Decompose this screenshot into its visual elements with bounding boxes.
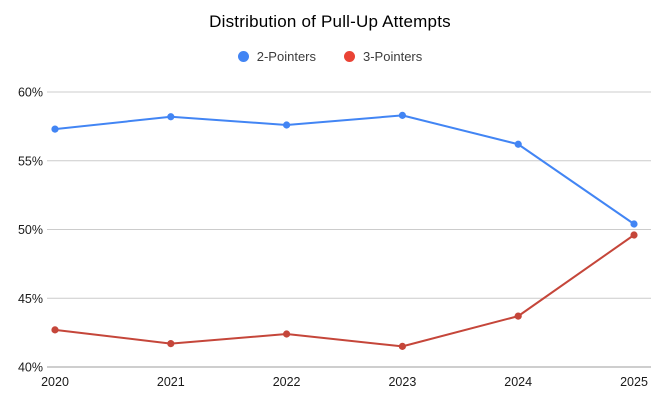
y-axis-tick-label: 40% [18,361,43,375]
y-axis-tick-label: 60% [18,86,43,100]
x-axis-tick-label: 2021 [157,375,185,389]
data-point-3-pointers-2020 [51,326,59,334]
data-point-2-pointers-2025 [630,220,638,228]
legend-label-2-pointers: 2-Pointers [256,49,316,64]
data-point-2-pointers-2023 [398,111,406,119]
x-axis-tick-label: 2024 [504,375,532,389]
legend-dot-red-icon [344,51,355,62]
y-axis-tick-label: 50% [18,223,43,237]
data-point-3-pointers-2021 [167,340,175,348]
data-point-2-pointers-2022 [283,121,291,129]
legend-dot-blue-icon [237,51,249,62]
data-point-2-pointers-2024 [514,140,522,148]
x-axis-tick-label: 2020 [41,375,69,389]
data-point-3-pointers-2024 [514,312,522,320]
series-line-3-pointers [54,234,635,348]
data-point-3-pointers-2025 [630,231,638,239]
legend-item-2-pointers: 2-Pointers [237,49,316,64]
data-point-3-pointers-2022 [283,330,291,338]
y-axis-tick-label: 55% [18,154,43,168]
chart-legend: 2-Pointers 3-Pointers [0,49,660,64]
y-axis-tick-label: 45% [18,292,43,306]
x-axis-tick-label: 2022 [273,375,301,389]
series-line-2-pointers [54,114,635,225]
x-axis-tick-label: 2023 [388,375,416,389]
x-axis-tick-label: 2025 [620,375,648,389]
chart-title: Distribution of Pull-Up Attempts [209,12,451,31]
legend-item-3-pointers: 3-Pointers [344,49,422,64]
data-point-3-pointers-2023 [398,342,406,350]
data-point-2-pointers-2021 [167,113,175,121]
legend-label-3-pointers: 3-Pointers [363,49,423,64]
data-point-2-pointers-2020 [51,125,59,133]
